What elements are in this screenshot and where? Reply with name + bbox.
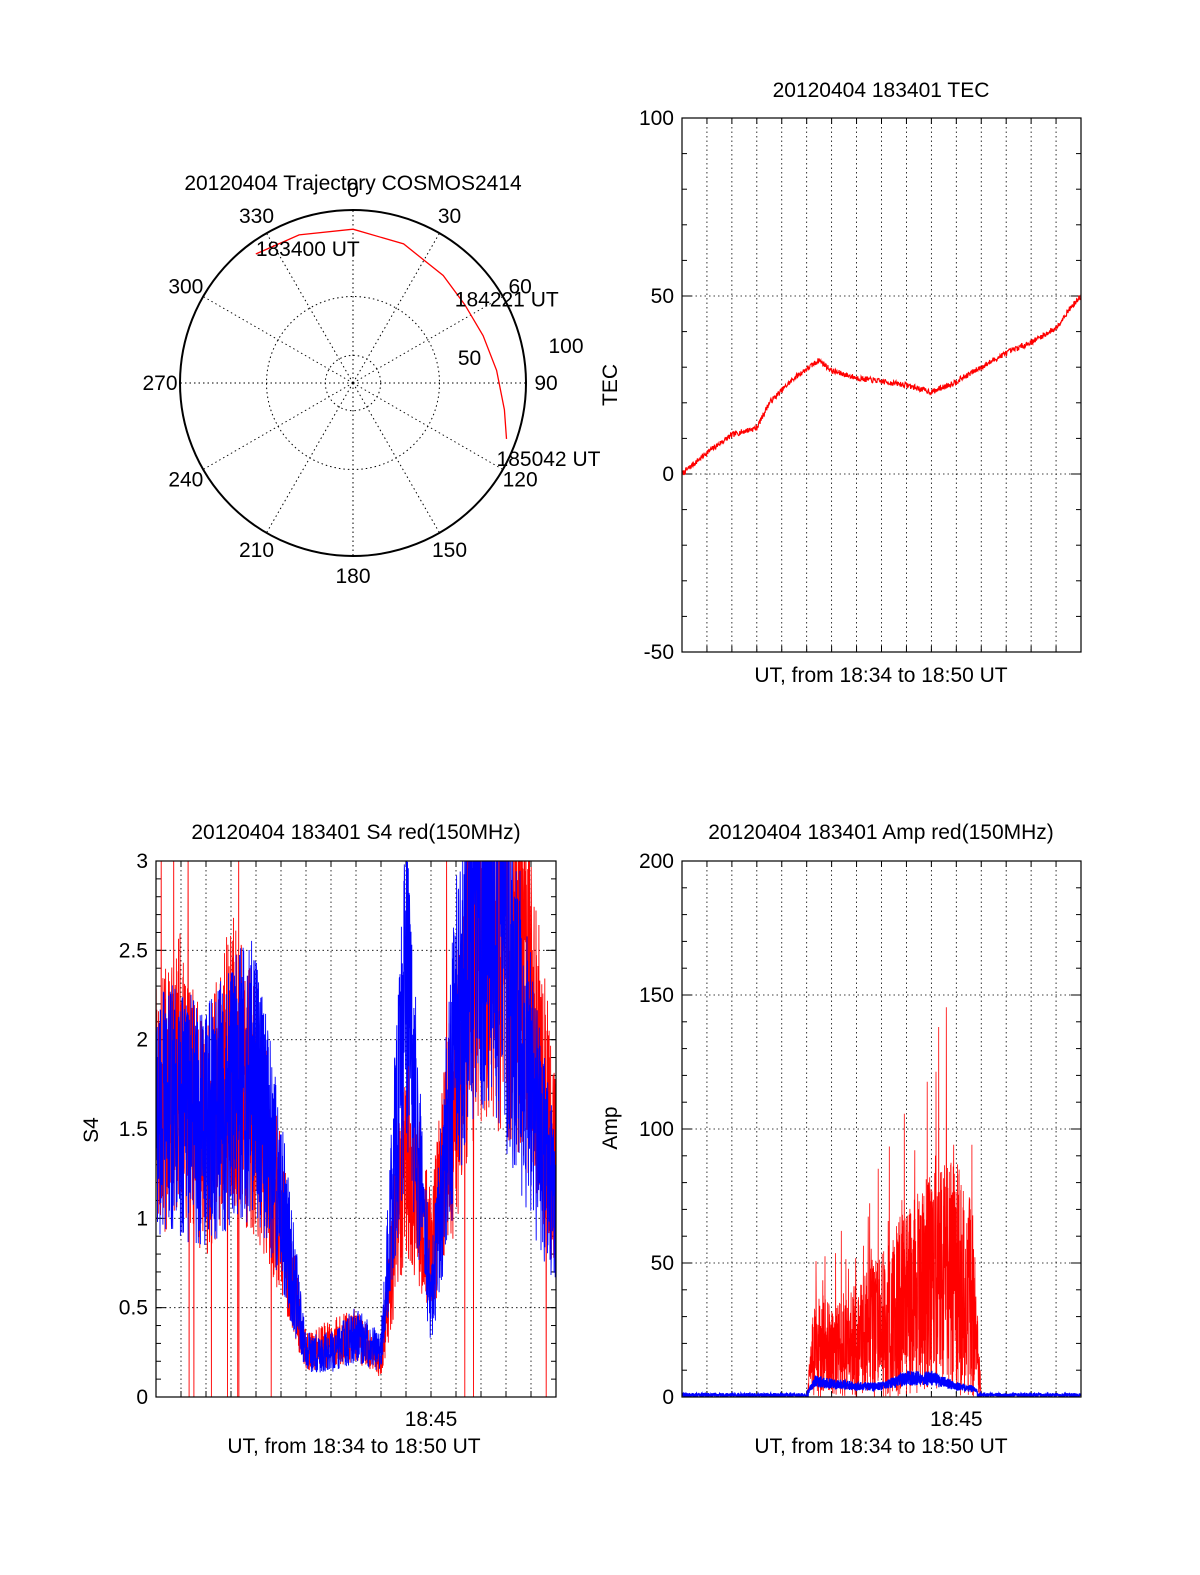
s4-ytick-label: 2.5 — [119, 939, 148, 962]
s4-title: 20120404 183401 S4 red(150MHz) — [191, 821, 520, 844]
tec-title: 20120404 183401 TEC — [773, 79, 990, 102]
s4-ylabel: S4 — [80, 1117, 103, 1143]
tec-xlabel: UT, from 18:34 to 18:50 UT — [754, 664, 1007, 687]
polar-trajectory-time-label: 183400 UT — [256, 238, 360, 261]
tec-ytick-label: 100 — [639, 107, 674, 130]
amp-series-line-red — [682, 1007, 1081, 1397]
polar-azimuth-label: 150 — [432, 539, 467, 562]
tec-ytick-label: 50 — [651, 285, 674, 308]
tec-plot: 20120404 183401 TEC UT, from 18:34 to 18… — [599, 79, 1082, 687]
plot-frame — [155, 860, 557, 1398]
polar-labels: 0 30 60 90 120 150 180 210 240 270 300 330 50 100 — [142, 179, 583, 588]
s4-ytick-label: 2 — [136, 1029, 148, 1052]
s4-ytick-label: 0 — [136, 1386, 148, 1409]
polar-trajectory-plot: 20120404 Trajectory COSMOS2414 0 30 60 90 12… — [142, 172, 600, 588]
polar-title: 20120404 Trajectory COSMOS2414 — [184, 172, 522, 195]
polar-azimuth-label: 330 — [239, 205, 274, 228]
amp-ytick-label: 200 — [639, 850, 674, 873]
polar-ring-label: 50 — [458, 347, 481, 370]
tec-series-line — [682, 294, 1081, 476]
polar-azimuth-label: 180 — [335, 565, 370, 588]
polar-radial-line — [266, 232, 354, 384]
amp-ylabel: Amp — [599, 1106, 622, 1149]
s4-xlabel: UT, from 18:34 to 18:50 UT — [227, 1435, 480, 1458]
polar-azimuth-label: 120 — [503, 469, 538, 492]
polar-azimuth-label: 240 — [168, 469, 203, 492]
polar-azimuth-label: 30 — [438, 205, 461, 228]
s4-xtick-label: 18:45 — [405, 1408, 458, 1431]
s4-ytick-label: 0.5 — [119, 1297, 148, 1320]
s4-ytick-label: 1 — [136, 1207, 148, 1230]
polar-azimuth-label: 0 — [347, 179, 359, 202]
polar-azimuth-label: 270 — [142, 372, 177, 395]
amp-plot: 20120404 183401 Amp red(150MHz) UT, from… — [599, 821, 1082, 1458]
s4-ytick-label: 3 — [136, 850, 148, 873]
polar-azimuth-label: 90 — [534, 372, 557, 395]
plot-frame — [681, 860, 1082, 1398]
amp-ytick-label: 100 — [639, 1118, 674, 1141]
amp-xlabel: UT, from 18:34 to 18:50 UT — [754, 1435, 1007, 1458]
s4-ytick-label: 1.5 — [119, 1118, 148, 1141]
polar-azimuth-label: 300 — [168, 276, 203, 299]
polar-radial-line — [352, 296, 504, 384]
polar-trajectory-line — [255, 228, 508, 439]
s4-series-line-blue — [156, 861, 556, 1373]
plot-frame — [681, 117, 1082, 653]
amp-ytick-label: 50 — [651, 1252, 674, 1275]
s4-plot: 20120404 183401 S4 red(150MHz) UT, from … — [80, 821, 557, 1458]
polar-trajectory-time-label: 184221 UT — [455, 289, 559, 312]
polar-ring — [324, 354, 382, 412]
amp-ytick-label: 150 — [639, 984, 674, 1007]
amp-ytick-label: 0 — [662, 1386, 674, 1409]
tec-ytick-label: 0 — [662, 463, 674, 486]
polar-trajectory-time-label: 185042 UT — [497, 448, 601, 471]
amp-title: 20120404 183401 Amp red(150MHz) — [708, 821, 1054, 844]
polar-ring-label: 100 — [548, 335, 583, 358]
polar-radial-line — [352, 232, 440, 384]
amp-xtick-label: 18:45 — [930, 1408, 983, 1431]
polar-trajectory: 183400 UT 184221 UT 185042 UT — [255, 228, 601, 471]
polar-ring — [266, 296, 440, 470]
polar-grid — [180, 210, 526, 556]
tec-ytick-label: -50 — [644, 641, 674, 664]
polar-azimuth-label: 210 — [239, 539, 274, 562]
tec-ylabel: TEC — [599, 364, 622, 406]
polar-outer-circle — [179, 209, 527, 557]
polar-azimuth-label: 60 — [508, 276, 531, 299]
polar-radial-line — [202, 296, 354, 384]
